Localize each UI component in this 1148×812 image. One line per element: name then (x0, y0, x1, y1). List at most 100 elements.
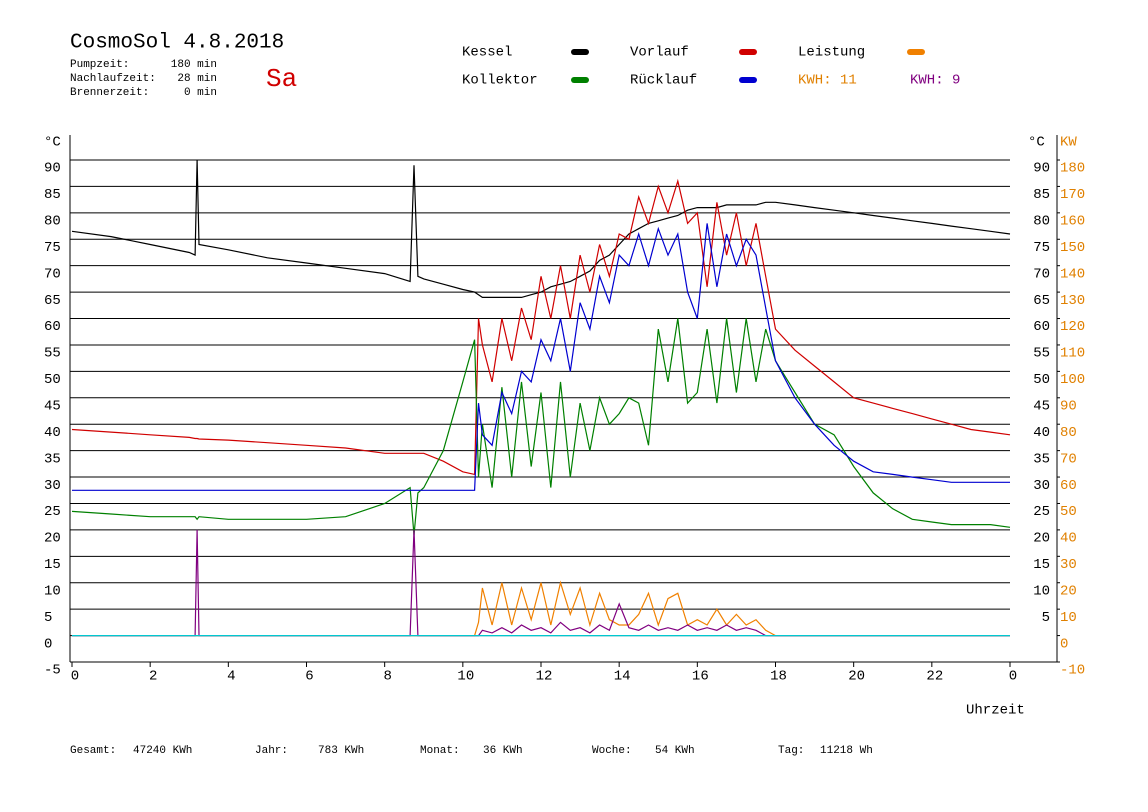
y-tick-label-right: 75 (1033, 240, 1050, 256)
y-tick-label-right: 35 (1033, 451, 1050, 467)
legend-label: KWH: 9 (910, 73, 960, 89)
y2-tick-label: 0 (1060, 636, 1068, 652)
series-line (71, 318, 1011, 536)
total-value: 47240 KWh (133, 745, 192, 757)
y-axis-label: °C (44, 135, 61, 151)
stat-label: Pumpzeit: (70, 59, 129, 71)
y2-tick-label: 80 (1060, 425, 1077, 441)
y-tick-label-right: 10 (1033, 583, 1050, 599)
y2-tick-label: 100 (1060, 372, 1085, 388)
y2-tick-label: 30 (1060, 557, 1077, 573)
series-line (71, 178, 1011, 476)
y2-tick-label: 60 (1060, 478, 1077, 494)
y-tick-label: 70 (44, 266, 61, 282)
x-tick-label: 8 (383, 669, 391, 685)
total-label: Jahr: (255, 745, 288, 757)
y-tick-label: 25 (44, 504, 61, 520)
x-tick-label: 16 (692, 669, 709, 685)
legend-label: Kessel (462, 45, 512, 61)
total-label: Gesamt: (70, 745, 116, 757)
y-tick-label-right: 85 (1033, 187, 1050, 203)
x-tick-label: 22 (926, 669, 943, 685)
y-tick-label-right: 45 (1033, 398, 1050, 414)
legend-label: Kollektor (462, 73, 538, 89)
y-tick-label: 85 (44, 187, 61, 203)
y-tick-label: 75 (44, 240, 61, 256)
y2-tick-label: 20 (1060, 583, 1077, 599)
total-label: Tag: (778, 745, 804, 757)
y2-axis-label: KW (1060, 135, 1077, 151)
x-tick-label: 0 (1009, 669, 1017, 685)
y-tick-label: 10 (44, 583, 61, 599)
total-value: 36 KWh (483, 745, 523, 757)
y-tick-label: 60 (44, 319, 61, 335)
y-tick-label: 50 (44, 372, 61, 388)
series-line (72, 223, 1010, 491)
y-tick-label-right: 40 (1033, 425, 1050, 441)
y-tick-label: 5 (44, 610, 52, 626)
y2-tick-label: 150 (1060, 240, 1085, 256)
x-tick-label: 18 (770, 669, 787, 685)
chart-title: CosmoSol 4.8.2018 (70, 32, 284, 55)
y2-tick-label: 10 (1060, 610, 1077, 626)
y-tick-label: 35 (44, 451, 61, 467)
y-tick-label: 40 (44, 425, 61, 441)
stat-value: 180 min (171, 59, 217, 71)
y-tick-label: 0 (44, 636, 52, 652)
y2-axis-label-c: °C (1028, 135, 1045, 151)
y2-tick-label: -10 (1060, 663, 1085, 679)
y2-tick-label: 180 (1060, 161, 1085, 177)
y-tick-label-right: 65 (1033, 293, 1050, 309)
total-label: Woche: (592, 745, 632, 757)
x-tick-label: 10 (457, 669, 474, 685)
total-value: 54 KWh (655, 745, 695, 757)
y-tick-label-right: 25 (1033, 504, 1050, 520)
y-tick-label: 30 (44, 478, 61, 494)
y2-tick-label: 120 (1060, 319, 1085, 335)
y2-tick-label: 110 (1060, 346, 1085, 362)
kwh-total: KWH: 11 (798, 73, 857, 89)
y-tick-label: -5 (44, 663, 61, 679)
y2-tick-label: 130 (1060, 293, 1085, 309)
y-tick-label-right: 30 (1033, 478, 1050, 494)
y2-tick-label: 70 (1060, 451, 1077, 467)
x-tick-label: 20 (848, 669, 865, 685)
total-value: 783 KWh (318, 745, 364, 757)
y-tick-label: 65 (44, 293, 61, 309)
y-tick-label: 15 (44, 557, 61, 573)
y-tick-label-right: 70 (1033, 266, 1050, 282)
day-label: Sa (266, 64, 297, 94)
y-tick-label-right: 60 (1033, 319, 1050, 335)
y2-tick-label: 160 (1060, 214, 1085, 230)
y-tick-label-right: 15 (1033, 557, 1050, 573)
y-tick-label-right: 55 (1033, 346, 1050, 362)
y2-tick-label: 140 (1060, 266, 1085, 282)
y2-tick-label: 50 (1060, 504, 1077, 520)
legend-label: Rücklauf (630, 73, 697, 89)
y2-tick-label: 170 (1060, 187, 1085, 203)
x-tick-label: 2 (149, 669, 157, 685)
legend-label: Leistung (798, 45, 865, 61)
total-value: 11218 Wh (820, 745, 873, 757)
y-tick-label-right: 80 (1033, 214, 1050, 230)
y-tick-label: 45 (44, 398, 61, 414)
y2-tick-label: 90 (1060, 398, 1077, 414)
x-axis-label: Uhrzeit (966, 703, 1025, 719)
stat-label: Nachlaufzeit: (70, 73, 156, 85)
stat-value: 28 min (177, 73, 217, 85)
y-tick-label-right: 5 (1042, 610, 1050, 626)
x-tick-label: 14 (614, 669, 631, 685)
y-tick-label: 55 (44, 346, 61, 362)
series-line (71, 159, 1011, 298)
x-tick-label: 6 (305, 669, 313, 685)
y-tick-label-right: 90 (1033, 161, 1050, 177)
y-tick-label: 80 (44, 214, 61, 230)
y-tick-label: 90 (44, 161, 61, 177)
y-tick-label-right: 50 (1033, 372, 1050, 388)
y-tick-label: 20 (44, 531, 61, 547)
x-tick-label: 12 (536, 669, 553, 685)
x-tick-label: 4 (227, 669, 235, 685)
stat-value: 0 min (184, 87, 217, 99)
